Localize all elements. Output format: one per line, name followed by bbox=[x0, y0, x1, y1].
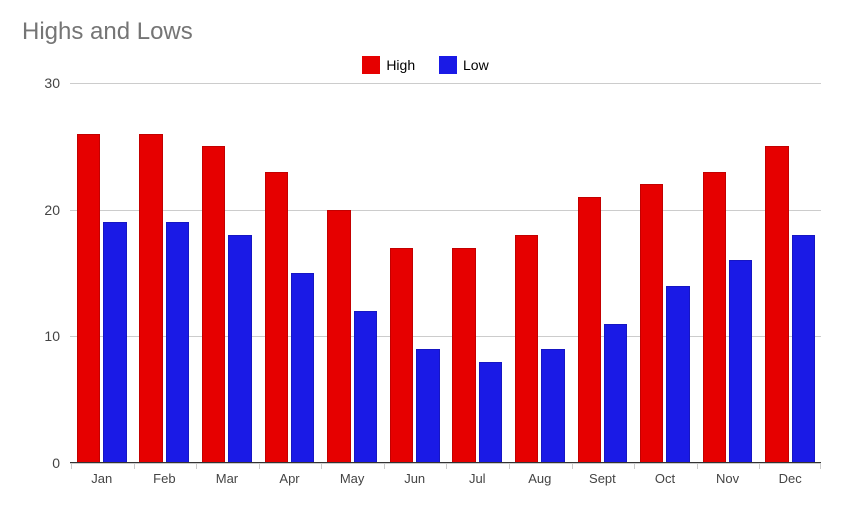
x-axis-label: Jul bbox=[446, 463, 508, 486]
legend-label-low: Low bbox=[463, 57, 489, 73]
bar-high bbox=[578, 197, 601, 463]
y-axis-label: 0 bbox=[52, 455, 70, 471]
x-axis-label: May bbox=[321, 463, 383, 486]
chart-title: Highs and Lows bbox=[22, 18, 831, 46]
legend-swatch-low bbox=[439, 56, 457, 74]
bar-high bbox=[202, 146, 225, 463]
legend-label-high: High bbox=[386, 57, 415, 73]
x-axis-label: Nov bbox=[697, 463, 759, 486]
chart-container: Highs and Lows High Low 0102030JanFebMar… bbox=[0, 0, 851, 522]
y-axis-label: 10 bbox=[44, 328, 70, 344]
bar-low bbox=[354, 311, 377, 463]
x-axis-label: Aug bbox=[509, 463, 571, 486]
legend-item-high: High bbox=[362, 56, 415, 74]
x-axis-label: Oct bbox=[634, 463, 696, 486]
bar-group: Feb bbox=[133, 83, 196, 463]
plot-inner: 0102030JanFebMarAprMayJunJulAugSeptOctNo… bbox=[70, 83, 821, 463]
bar-high bbox=[327, 210, 350, 463]
x-axis-label: Jun bbox=[384, 463, 446, 486]
bar-group: Aug bbox=[508, 83, 571, 463]
bar-low bbox=[166, 222, 189, 463]
bar-low bbox=[792, 235, 815, 463]
x-axis-label: Dec bbox=[759, 463, 821, 486]
x-axis-label: Apr bbox=[259, 463, 321, 486]
y-axis-label: 20 bbox=[44, 202, 70, 218]
bar-group: Nov bbox=[696, 83, 759, 463]
bar-high bbox=[265, 172, 288, 463]
legend-item-low: Low bbox=[439, 56, 489, 74]
bar-low bbox=[541, 349, 564, 463]
bar-group: May bbox=[320, 83, 383, 463]
bar-low bbox=[604, 324, 627, 463]
bar-high bbox=[703, 172, 726, 463]
bar-low bbox=[103, 222, 126, 463]
bar-high bbox=[452, 248, 475, 463]
x-axis-label: Feb bbox=[134, 463, 196, 486]
bar-high bbox=[77, 134, 100, 463]
bar-group: Sept bbox=[571, 83, 634, 463]
bar-high bbox=[390, 248, 413, 463]
plot-area: 0102030JanFebMarAprMayJunJulAugSeptOctNo… bbox=[70, 83, 821, 463]
bar-low bbox=[729, 260, 752, 463]
bar-group: Mar bbox=[195, 83, 258, 463]
x-axis-label: Sept bbox=[572, 463, 634, 486]
bar-group: Jul bbox=[445, 83, 508, 463]
bar-high bbox=[139, 134, 162, 463]
bar-low bbox=[228, 235, 251, 463]
bar-high bbox=[515, 235, 538, 463]
bar-low bbox=[416, 349, 439, 463]
x-axis-label: Mar bbox=[196, 463, 258, 486]
bar-group: Dec bbox=[758, 83, 821, 463]
bar-low bbox=[666, 286, 689, 463]
legend: High Low bbox=[20, 56, 831, 77]
bar-group: Apr bbox=[258, 83, 321, 463]
bars-container: JanFebMarAprMayJunJulAugSeptOctNovDec bbox=[70, 83, 821, 463]
bar-high bbox=[640, 184, 663, 463]
bar-high bbox=[765, 146, 788, 463]
bar-group: Jun bbox=[383, 83, 446, 463]
x-axis-label: Jan bbox=[71, 463, 133, 486]
bar-group: Jan bbox=[70, 83, 133, 463]
x-axis-line bbox=[70, 462, 821, 463]
legend-swatch-high bbox=[362, 56, 380, 74]
bar-low bbox=[291, 273, 314, 463]
bar-low bbox=[479, 362, 502, 463]
y-axis-label: 30 bbox=[44, 75, 70, 91]
bar-group: Oct bbox=[633, 83, 696, 463]
